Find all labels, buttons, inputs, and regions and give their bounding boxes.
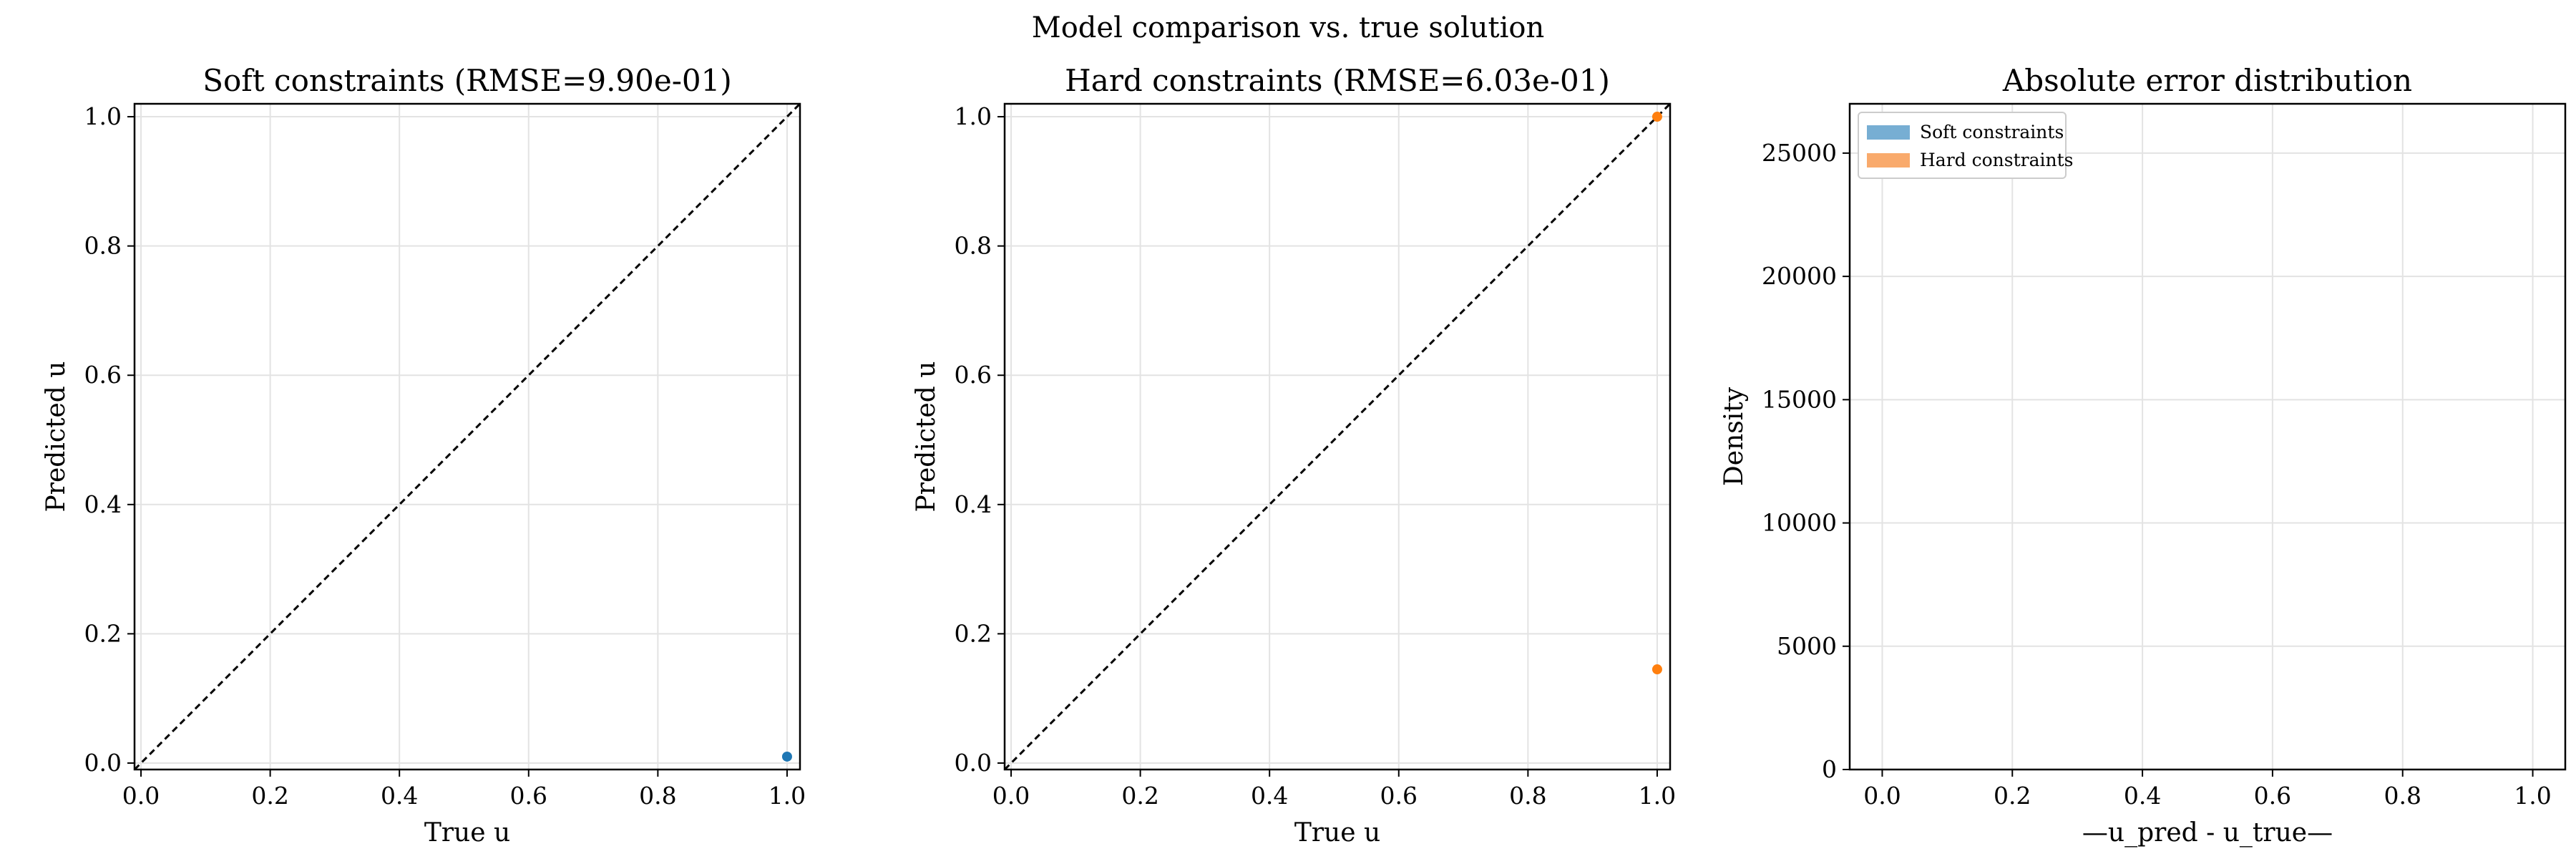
- x-tick-label: 0.0: [1863, 782, 1901, 810]
- y-tick-label: 1.0: [955, 102, 992, 130]
- chart-panels: 0.0 0.2 0.4 0.6 0.8 1.0 0.0 0.2 0.4 0.6 0.8 1.0 Soft…: [42, 63, 2567, 848]
- x-tick-label: 0.0: [992, 782, 1030, 810]
- chart-title: Absolute error distribution: [2002, 63, 2412, 98]
- y-tick-label: 0.2: [955, 619, 992, 647]
- y-tick-label: 0.0: [955, 749, 992, 777]
- x-tick-label: 0.2: [251, 782, 288, 810]
- data-point: [1652, 664, 1662, 675]
- legend-swatch: [1867, 125, 1910, 140]
- y-tick-label: 0.4: [955, 490, 992, 518]
- x-axis-label: —u_pred - u_true—: [2082, 818, 2333, 848]
- x-axis-label: True u: [1294, 818, 1380, 848]
- identity-reference-line: [133, 102, 801, 771]
- y-tick-label: 5000: [1777, 632, 1837, 660]
- identity-reference-line: [1003, 102, 1672, 771]
- x-tick-label: 0.4: [381, 782, 418, 810]
- x-tick-label: 0.0: [122, 782, 160, 810]
- axes-frame: [1848, 102, 2567, 771]
- x-tick-label: 0.8: [2384, 782, 2421, 810]
- x-tick-label: 0.8: [1509, 782, 1546, 810]
- chart-panel-2: 0.0 0.2 0.4 0.6 0.8 1.0 0.0 0.2 0.4 0.6 0.8 1.0 Hard…: [912, 63, 1676, 848]
- data-point: [781, 751, 792, 762]
- legend-swatch: [1867, 153, 1910, 168]
- y-tick-label: 0.4: [84, 490, 122, 518]
- y-axis-label: Predicted u: [912, 361, 941, 513]
- axes-frame: [133, 102, 801, 771]
- y-tick-label: 1.0: [84, 102, 122, 130]
- data-point: [1652, 112, 1662, 122]
- x-tick-label: 0.6: [1380, 782, 1418, 810]
- chart-panel-1: 0.0 0.2 0.4 0.6 0.8 1.0 0.0 0.2 0.4 0.6 0.8 1.0 Soft…: [42, 63, 806, 848]
- y-tick-label: 20000: [1762, 262, 1837, 290]
- chart-title: Hard constraints (RMSE=6.03e-01): [1065, 63, 1610, 98]
- chart-title: Soft constraints (RMSE=9.90e-01): [203, 63, 732, 98]
- legend-box: [1858, 112, 2067, 179]
- x-tick-label: 0.2: [1121, 782, 1158, 810]
- x-axis-label: True u: [424, 818, 510, 848]
- y-axis-label: Density: [1719, 387, 1749, 486]
- y-tick-label: 0.8: [84, 232, 122, 260]
- legend-label: Soft constraints: [1920, 122, 2064, 142]
- figure-suptitle: Model comparison vs. true solution: [1032, 11, 1544, 44]
- y-tick-label: 0: [1822, 755, 1837, 783]
- y-tick-label: 0.6: [84, 361, 122, 389]
- x-tick-label: 0.6: [2254, 782, 2291, 810]
- axes-frame: [1003, 102, 1672, 771]
- chart-panel-3: 0.0 0.2 0.4 0.6 0.8 1.0 0 5000 10000 15000 20000 25…: [1719, 63, 2567, 848]
- x-tick-label: 1.0: [769, 782, 806, 810]
- y-tick-label: 0.2: [84, 619, 122, 647]
- x-tick-label: 1.0: [1639, 782, 1676, 810]
- x-tick-label: 0.6: [510, 782, 547, 810]
- x-tick-label: 0.4: [2124, 782, 2161, 810]
- y-tick-label: 0.0: [84, 749, 122, 777]
- y-tick-label: 15000: [1762, 385, 1837, 413]
- x-tick-label: 1.0: [2514, 782, 2551, 810]
- y-tick-label: 0.8: [955, 232, 992, 260]
- legend-label: Hard constraints: [1920, 150, 2073, 170]
- x-tick-label: 0.8: [639, 782, 676, 810]
- y-tick-label: 25000: [1762, 139, 1837, 167]
- legend: Soft constraints Hard constraints: [1858, 112, 2073, 179]
- y-tick-label: 0.6: [955, 361, 992, 389]
- y-tick-label: 10000: [1762, 509, 1837, 537]
- x-tick-label: 0.4: [1251, 782, 1288, 810]
- x-tick-label: 0.2: [1994, 782, 2031, 810]
- y-axis-label: Predicted u: [42, 361, 71, 513]
